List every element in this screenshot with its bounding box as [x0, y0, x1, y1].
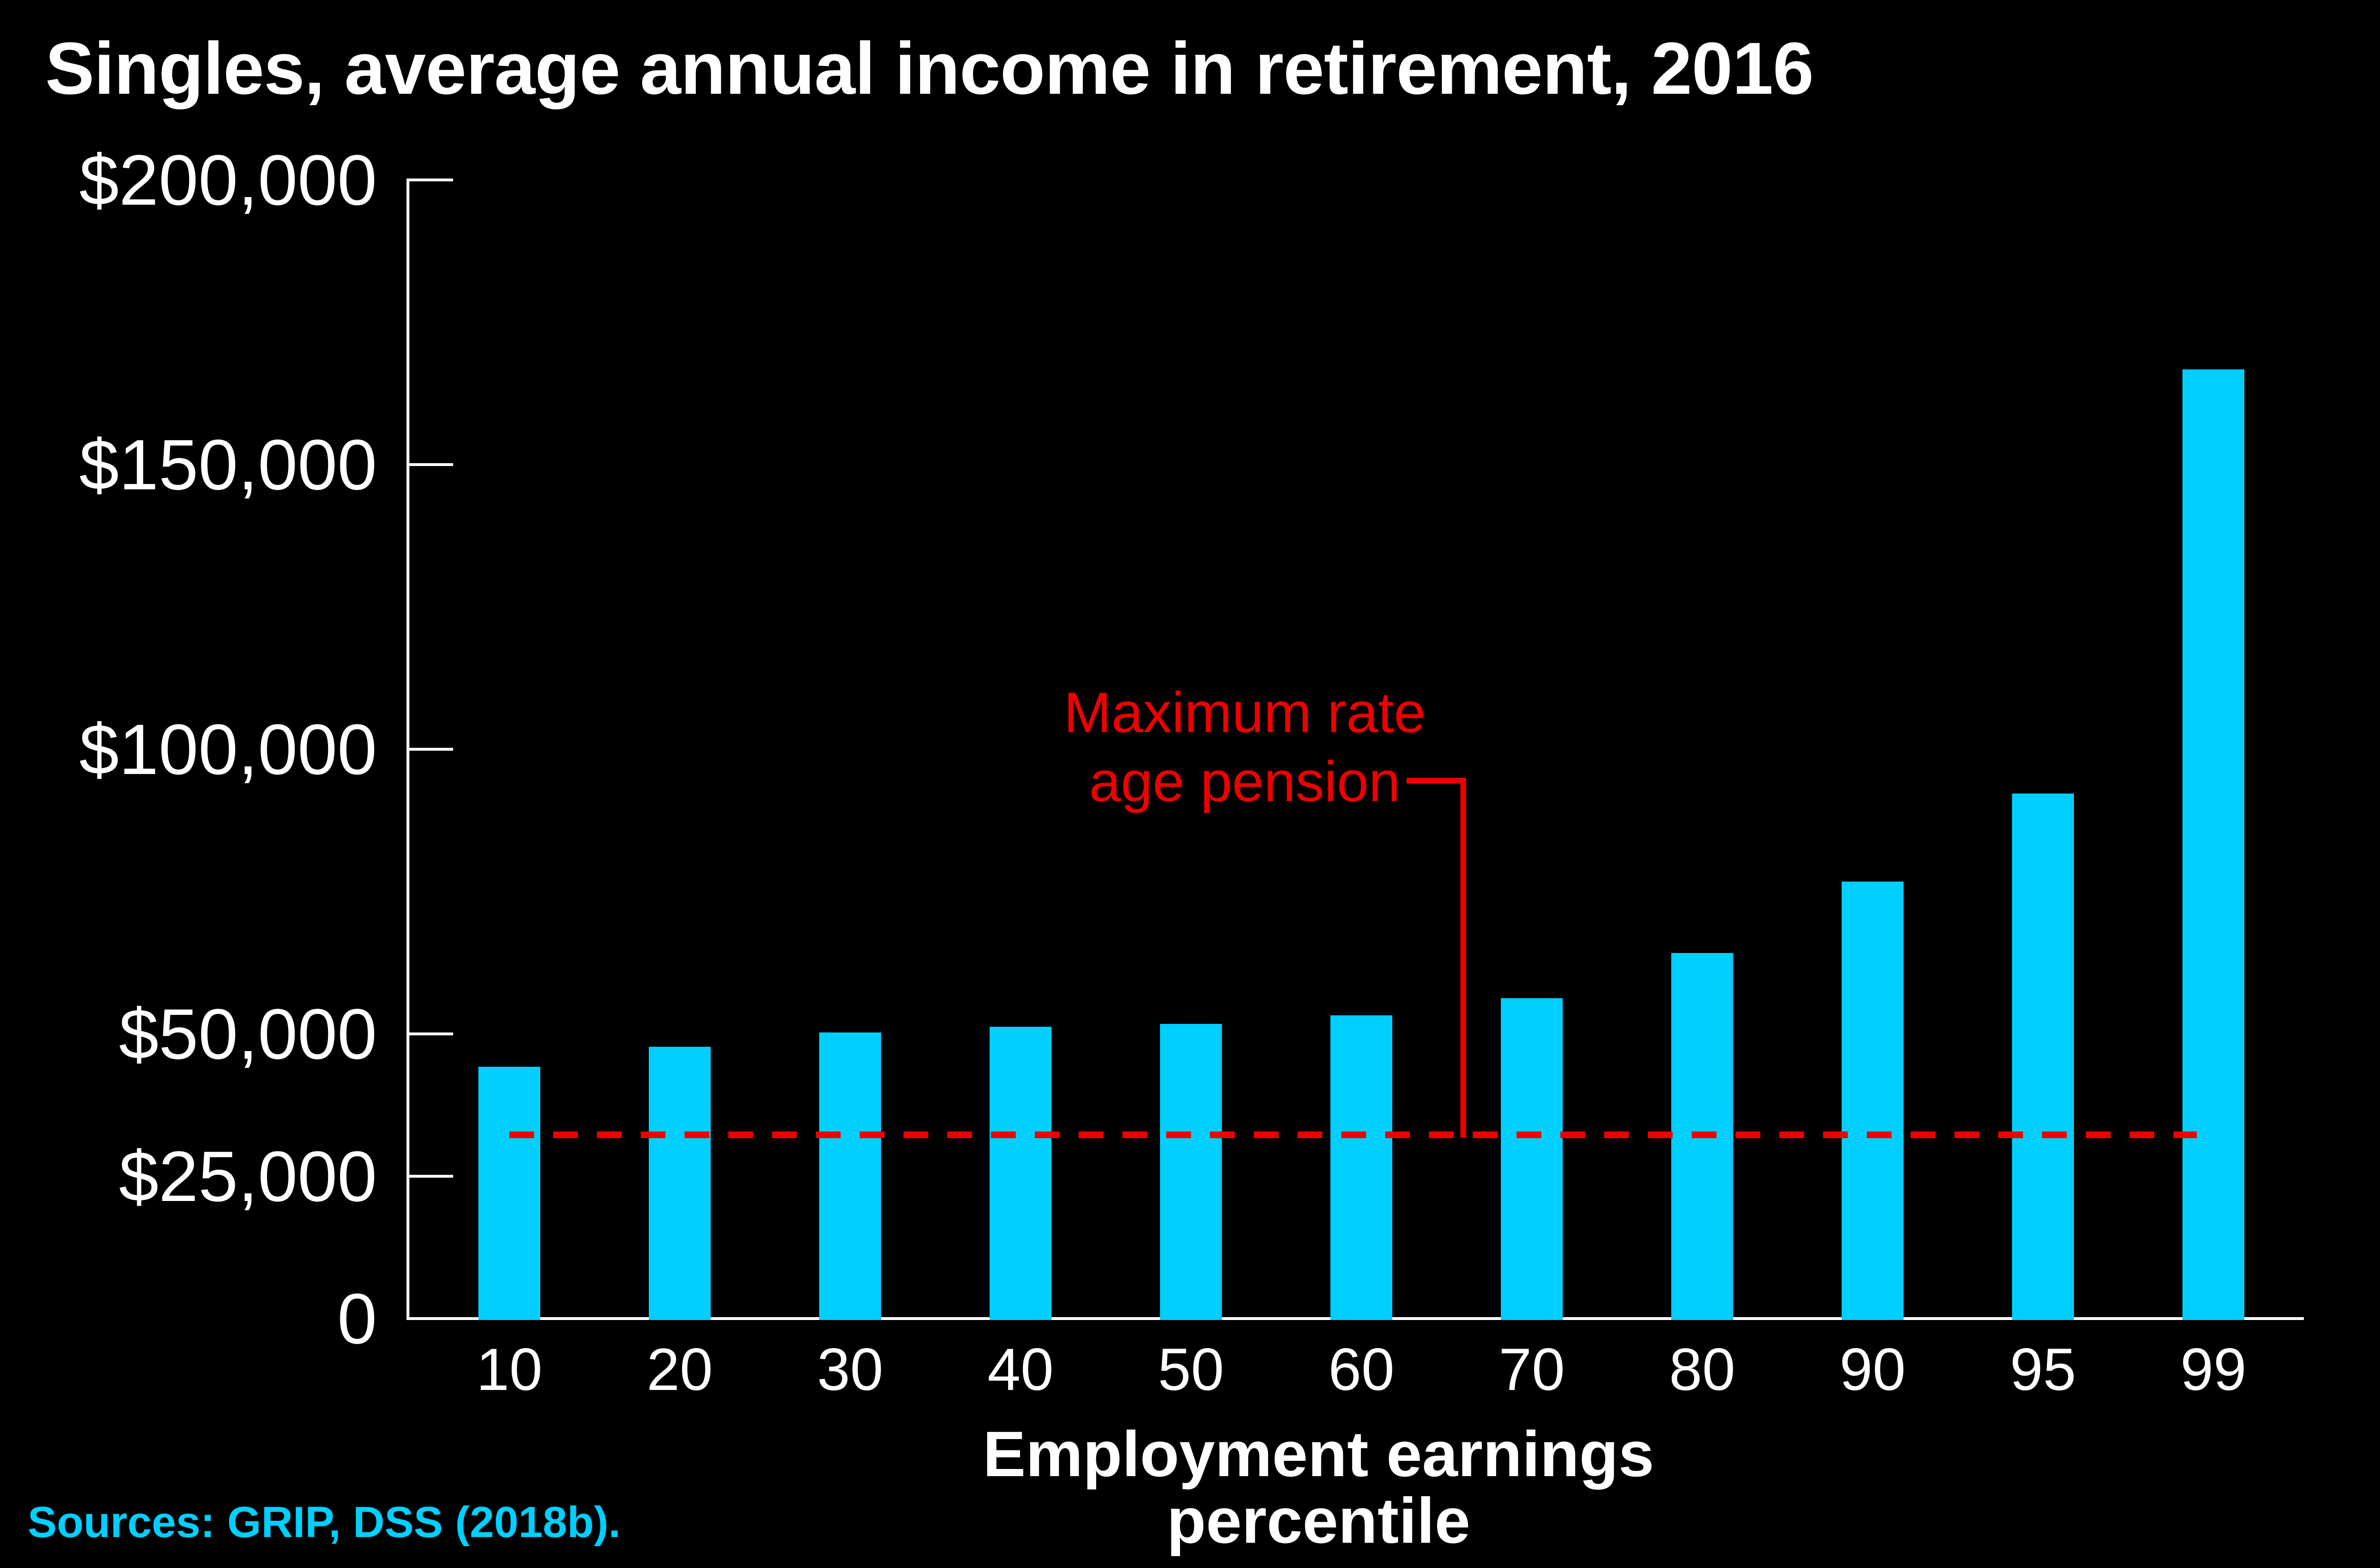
y-tick-mark: [407, 1032, 453, 1035]
bar-percentile-10: [478, 1066, 540, 1320]
bar-percentile-60: [1330, 1015, 1392, 1320]
x-tick-label: 40: [987, 1337, 1054, 1403]
y-tick-label: 0: [337, 1279, 377, 1359]
y-tick-label: $50,000: [119, 994, 377, 1074]
x-tick-label: 99: [2180, 1337, 2247, 1403]
x-tick-label: 20: [646, 1337, 713, 1403]
bar-percentile-50: [1160, 1024, 1222, 1320]
bar-percentile-99: [2182, 369, 2244, 1320]
y-tick-label: $150,000: [79, 425, 377, 505]
y-tick-mark: [407, 1175, 453, 1178]
x-tick-label: 50: [1158, 1337, 1224, 1403]
x-tick-label: 70: [1498, 1337, 1565, 1403]
y-tick-label: $200,000: [79, 140, 377, 220]
bar-percentile-90: [1842, 882, 1904, 1320]
y-tick-mark: [407, 748, 453, 751]
x-axis-title: Employment earnings percentile: [982, 1418, 1655, 1557]
y-tick-mark: [407, 179, 453, 181]
x-tick-label: 95: [2010, 1337, 2076, 1403]
bar-percentile-20: [649, 1046, 711, 1320]
y-tick-label: $25,000: [119, 1136, 377, 1216]
x-tick-label: 60: [1328, 1337, 1395, 1403]
bar-percentile-40: [990, 1027, 1051, 1320]
y-tick-mark: [407, 463, 453, 466]
bar-percentile-70: [1501, 998, 1563, 1320]
source-note: Sources: GRIP, DSS (2018b).: [28, 1498, 621, 1547]
bar-percentile-30: [819, 1032, 881, 1320]
x-tick-label: 90: [1839, 1337, 1906, 1403]
chart-title: Singles, average annual income in retire…: [45, 27, 1814, 109]
y-tick-label: $100,000: [79, 709, 377, 789]
annotation-connector-vertical: [1460, 778, 1466, 1138]
pension-annotation-label: Maximum rate age pension: [833, 678, 1656, 816]
x-tick-label: 80: [1669, 1337, 1735, 1403]
annotation-connector-horizontal: [1407, 778, 1466, 784]
pension-reference-line: [509, 1131, 2197, 1139]
pension-annotation-line1: Maximum rate: [1063, 681, 1426, 744]
bar-percentile-95: [2012, 793, 2074, 1320]
pension-annotation-line2: age pension: [1089, 750, 1400, 814]
x-tick-label: 10: [476, 1337, 543, 1403]
x-tick-label: 30: [817, 1337, 883, 1403]
